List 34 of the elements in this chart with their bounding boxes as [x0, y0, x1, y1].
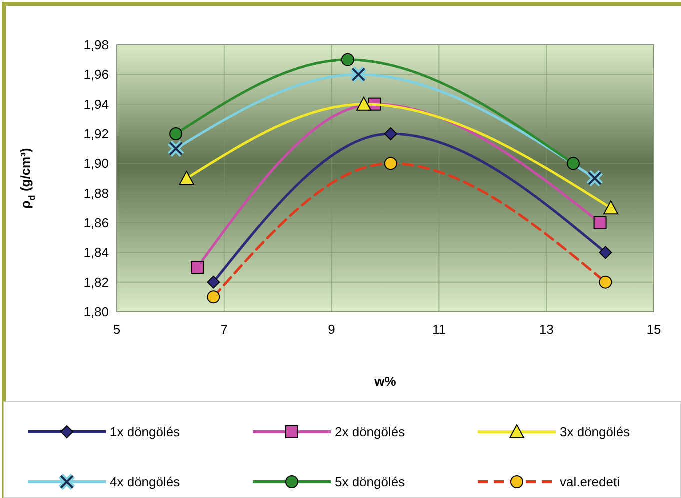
y-tick-label: 1,94 — [84, 96, 109, 112]
point — [179, 171, 194, 185]
legend-label: 4x döngölés — [110, 474, 181, 490]
y-tick-label: 1,96 — [84, 67, 109, 82]
x-tick-label: 11 — [432, 322, 446, 337]
legend-label: 2x döngölés — [335, 424, 406, 440]
x-tick-label: 5 — [113, 322, 121, 337]
y-tick-label: 1,98 — [84, 38, 109, 53]
y-tick-label: 1,86 — [84, 216, 109, 231]
y-tick-label: 1,92 — [84, 126, 109, 142]
y-tick-label: 1,80 — [84, 304, 109, 320]
point — [341, 53, 354, 66]
legend-label: 5x döngölés — [335, 474, 406, 490]
point — [604, 200, 619, 215]
y-tick-label: 1,90 — [84, 156, 109, 172]
point — [356, 96, 372, 111]
point — [566, 157, 580, 170]
point — [170, 128, 183, 140]
x-tick-label: 7 — [220, 322, 228, 337]
x-tick-label: 13 — [539, 322, 554, 337]
y-tick-label: 1,82 — [84, 274, 109, 290]
y-tick-label: 1,84 — [84, 245, 109, 260]
point — [191, 261, 204, 274]
y-tick-label: 1,88 — [84, 186, 109, 201]
legend-label: 1x döngölés — [110, 424, 181, 440]
point — [384, 128, 398, 140]
point — [207, 276, 220, 289]
x-tick-label: 15 — [646, 322, 662, 337]
point — [594, 216, 607, 230]
x-axis-title: w% — [374, 374, 397, 389]
legend-label: val.eredeti — [560, 474, 620, 490]
x-tick-label: 9 — [328, 322, 336, 337]
point — [599, 246, 612, 260]
legend-label: 3x döngölés — [560, 424, 631, 440]
